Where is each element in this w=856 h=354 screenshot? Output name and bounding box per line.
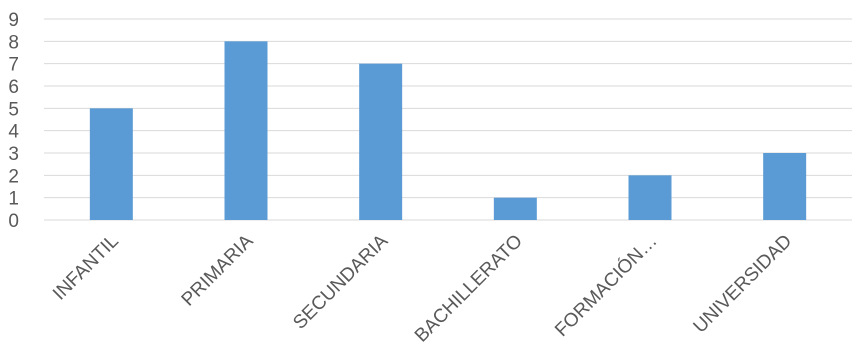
bar-universidad: [763, 153, 807, 220]
bar-bachillerato: [493, 197, 537, 220]
x-category-label: PRIMARIA: [178, 230, 258, 310]
bar-formación: [628, 175, 672, 220]
bar-infantil: [89, 108, 133, 220]
gridlines: [44, 18, 852, 221]
x-category-label: BACHILLERATO: [411, 231, 527, 347]
y-tick-label: 8: [8, 32, 19, 53]
bar-primaria: [224, 41, 268, 221]
y-tick-label: 1: [8, 189, 19, 210]
y-tick-label: 7: [8, 55, 19, 76]
y-tick-label: 3: [8, 144, 19, 165]
x-category-label: INFANTIL: [49, 231, 123, 305]
bars: [89, 41, 807, 221]
y-tick-label: 9: [8, 10, 19, 31]
y-tick-label: 5: [8, 99, 19, 120]
y-tick-label: 6: [8, 77, 19, 98]
x-category-label: UNIVERSIDAD: [690, 231, 797, 338]
bar-secundaria: [359, 63, 403, 220]
y-tick-label: 2: [8, 166, 19, 187]
x-category-label: FORMACIÓN…: [550, 230, 661, 341]
x-axis-categories: INFANTIL PRIMARIA SECUNDARIA BACHILLERATO FO…: [49, 230, 796, 347]
x-category-label: SECUNDARIA: [289, 230, 392, 333]
y-tick-label: 4: [8, 122, 19, 143]
y-tick-label: 0: [8, 211, 19, 232]
